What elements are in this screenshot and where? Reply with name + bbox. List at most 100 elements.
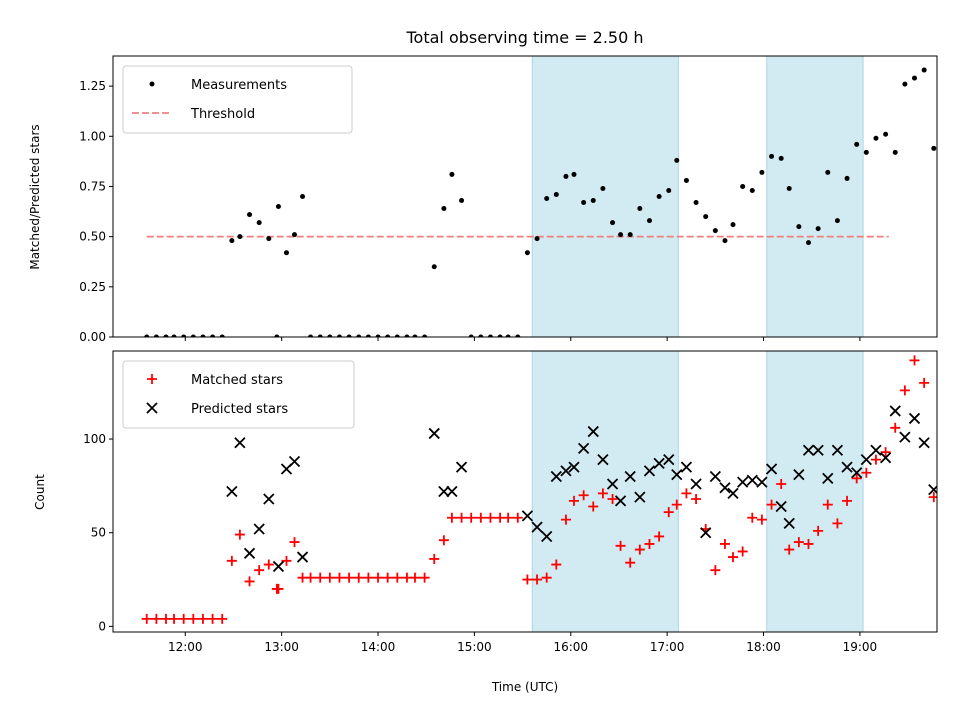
measurement-point — [825, 169, 831, 175]
predicted-stars-point — [783, 517, 795, 529]
matched-stars-point — [551, 559, 562, 570]
measurement-point — [902, 81, 908, 87]
predicted-stars-point — [831, 444, 844, 456]
matched-stars-point — [625, 557, 636, 568]
measurement-point — [327, 334, 333, 337]
matched-stars-point — [766, 499, 777, 510]
measurement-point — [844, 175, 850, 181]
predicted-stars-point — [793, 469, 805, 481]
matched-stars-point — [234, 529, 245, 540]
measurement-point — [266, 236, 272, 242]
measurement-point — [627, 232, 633, 238]
predicted-stars-point — [568, 461, 580, 473]
matched-stars-point — [353, 572, 364, 583]
predicted-stars-point — [737, 476, 749, 488]
predicted-stars-point — [851, 467, 863, 479]
matched-stars-point — [737, 546, 748, 557]
measurement-point — [385, 334, 391, 337]
predicted-stars-point — [663, 454, 675, 466]
measurement-point — [912, 75, 918, 81]
matched-stars-point — [244, 576, 255, 587]
predicted-stars-point — [614, 495, 627, 507]
shaded-region — [766, 56, 864, 337]
x-tick-label: 14:00 — [361, 640, 396, 654]
matched-stars-point — [578, 490, 589, 501]
measurement-point — [610, 220, 616, 226]
matched-stars-point — [861, 467, 872, 478]
measurement-point — [806, 240, 812, 246]
predicted-stars-point — [643, 465, 656, 477]
top-panel: 0.00 0.25 0.50 0.75 1.00 1.25 Matched/Predicte… — [28, 55, 938, 344]
matched-stars-point — [475, 512, 486, 523]
matched-stars-point — [813, 525, 824, 536]
measurement-point — [749, 187, 755, 193]
measurement-point — [892, 149, 898, 155]
measurement-point — [873, 135, 879, 141]
predicted-stars-point — [253, 523, 265, 535]
matched-stars-point — [588, 501, 599, 512]
legend-marker-predicted — [146, 402, 158, 414]
predicted-stars-point — [263, 493, 275, 505]
measurement-point — [769, 153, 775, 159]
matched-stars-point — [197, 613, 208, 624]
measurement-point — [759, 169, 765, 175]
predicted-stars-point — [455, 461, 468, 473]
measurement-point — [722, 238, 728, 244]
measurement-point — [404, 334, 410, 337]
matched-stars-point — [263, 559, 274, 570]
matched-stars-point — [803, 538, 814, 549]
matched-stars-point — [456, 512, 467, 523]
measurement-point — [571, 171, 577, 177]
predicted-stars-point — [700, 527, 712, 539]
legend-label: Measurements — [191, 78, 287, 93]
matched-stars-point — [392, 572, 403, 583]
y-axis-label: Count — [33, 474, 47, 510]
matched-stars-point — [634, 544, 645, 555]
matched-stars-point — [919, 377, 930, 388]
bottom-panel: 0 50 100 Count 12:00 13:00 14:00 15:00 16:00 17:0… — [33, 350, 938, 654]
measurement-point — [171, 334, 177, 337]
y-tick-label: 0 — [98, 619, 106, 633]
matched-stars-point — [363, 572, 374, 583]
matched-stars-point — [532, 574, 543, 585]
predicted-stars-point — [446, 485, 458, 498]
measurement-point — [505, 334, 511, 337]
measurement-point — [931, 145, 937, 151]
predicted-stars-point — [577, 442, 590, 455]
matched-stars-point — [446, 512, 457, 523]
predicted-stars-point — [899, 431, 911, 443]
matched-stars-point — [793, 537, 804, 548]
measurement-point — [292, 232, 298, 238]
predicted-stars-point — [719, 482, 731, 494]
measurement-point — [683, 177, 689, 183]
measurement-point — [666, 187, 672, 193]
matched-stars-point — [880, 447, 891, 458]
predicted-stars-point — [822, 472, 834, 485]
measurement-point — [163, 334, 169, 337]
predicted-stars-point — [870, 444, 882, 456]
measurement-point — [459, 198, 465, 204]
predicted-stars-point — [560, 465, 572, 477]
measurement-point — [563, 173, 569, 179]
measurement-point — [144, 334, 150, 337]
measurement-point — [815, 226, 821, 232]
x-tick-label: 17:00 — [650, 640, 685, 654]
matched-stars-point — [928, 492, 937, 503]
legend-label: Threshold — [190, 107, 255, 122]
y-tick-label: 0.25 — [79, 280, 106, 294]
matched-stars-point — [890, 422, 901, 433]
matched-stars-point — [438, 535, 449, 546]
measurement-point — [796, 224, 802, 230]
measurement-point — [703, 214, 709, 220]
predicted-stars-point — [550, 470, 562, 483]
shaded-region — [531, 351, 679, 632]
measurement-point — [600, 185, 606, 191]
predicted-stars-point — [243, 547, 256, 559]
predicted-stars-point — [587, 425, 599, 438]
legend-label: Matched stars — [191, 373, 283, 388]
matched-stars-point — [271, 583, 282, 594]
measurement-point — [637, 206, 643, 212]
measurement-point — [581, 200, 587, 206]
matched-stars-point — [419, 572, 430, 583]
measurement-point — [863, 149, 869, 155]
